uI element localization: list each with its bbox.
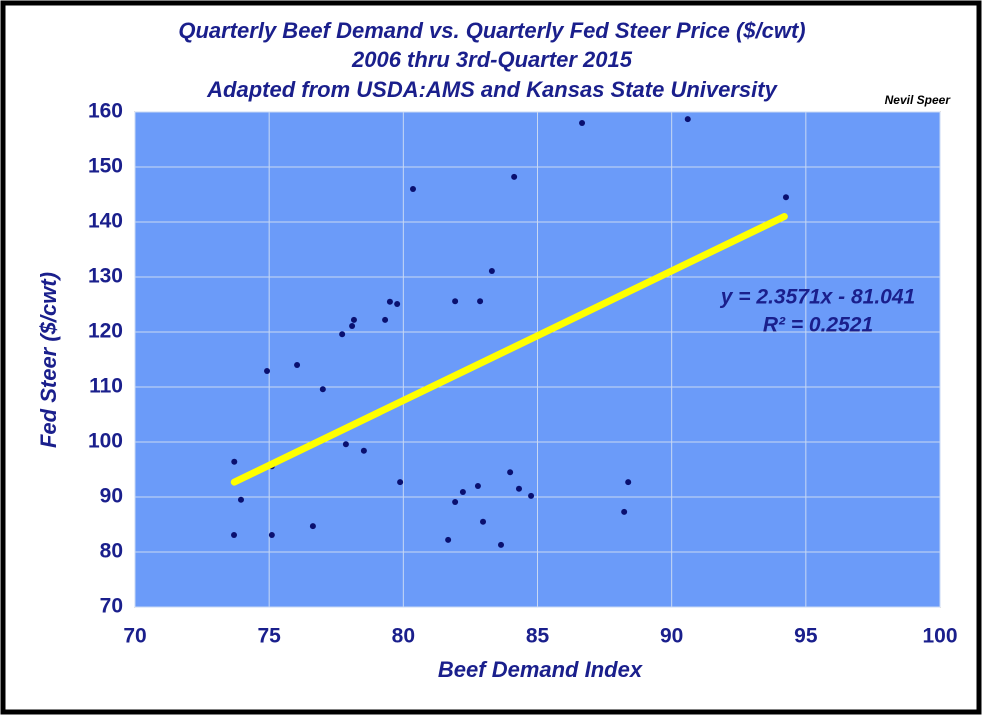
x-tick-label: 90 [660,625,683,648]
point [782,194,789,201]
y-tick-label: 110 [89,375,123,398]
x-tick-label: 80 [392,625,415,648]
point [231,531,238,538]
title-line: Adapted from USDA:AMS and Kansas State U… [206,77,778,102]
y-tick-label: 140 [88,210,123,233]
point [625,479,632,486]
x-tick-label: 75 [257,625,281,648]
title-line: 2006 thru 3rd-Quarter 2015 [351,47,633,72]
point [294,362,301,368]
y-tick-label: 100 [88,430,123,453]
point [350,316,357,323]
point [480,518,487,525]
x-tick-label: 70 [123,625,146,648]
author: Nevil Speer [885,93,952,107]
point [319,386,326,393]
y-axis-label: Fed Steer ($/cwt) [36,272,61,448]
r-squared: R² = 0.2521 [763,314,873,337]
point [397,479,404,486]
point [349,322,356,329]
equation: y = 2.3571x - 81.041 [720,286,915,309]
point [511,173,518,180]
point [360,447,367,454]
point [528,492,535,499]
point [409,186,416,192]
y-tick-label: 90 [100,485,123,508]
y-tick-label: 160 [88,100,123,123]
point [452,498,459,505]
x-axis-label: Beef Demand Index [438,657,643,682]
point [579,120,586,126]
point [507,469,514,476]
point [309,523,316,530]
y-tick-label: 130 [88,265,123,288]
point [459,489,466,496]
title-line: Quarterly Beef Demand vs. Quarterly Fed … [178,18,805,43]
point [339,331,346,338]
y-tick-label: 70 [100,595,123,618]
x-tick-label: 95 [794,625,818,648]
point [488,267,495,274]
point [474,483,481,489]
point [268,531,275,538]
point [684,116,691,123]
x-tick-label: 85 [526,625,550,648]
point [621,508,628,515]
y-tick-label: 80 [100,540,123,563]
trendline [230,213,788,486]
point [342,441,349,448]
point [231,458,238,465]
point [382,316,389,323]
point [477,298,484,305]
point [264,368,271,375]
point [498,541,505,548]
x-tick-label: 100 [922,625,957,648]
point [394,300,401,307]
point [452,298,459,305]
y-tick-label: 150 [88,155,123,178]
point [386,298,393,305]
point [237,496,244,503]
y-tick-label: 120 [88,320,123,343]
point [445,536,452,543]
point [515,485,522,492]
